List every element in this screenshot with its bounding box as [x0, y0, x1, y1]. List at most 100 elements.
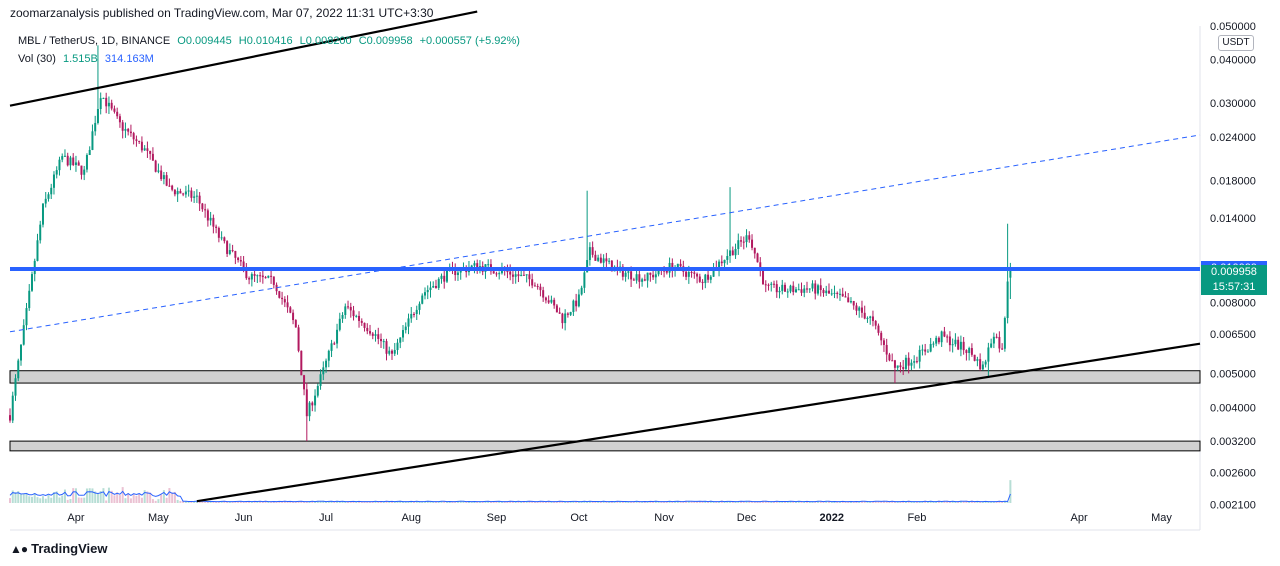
candle-body: [610, 260, 613, 272]
x-tick-label: Jul: [319, 512, 333, 524]
volume-bar: [83, 497, 86, 503]
volume-bar: [855, 501, 858, 503]
symbol-legend: MBL / TetherUS, 1D, BINANCE O0.009445 H0…: [18, 35, 524, 47]
candle-body: [957, 339, 960, 350]
candle-body: [784, 284, 787, 292]
candle-body: [954, 339, 957, 345]
trendline-1: [9, 10, 478, 107]
volume-bar: [316, 500, 319, 503]
volume-bar: [396, 501, 399, 503]
candle-body: [286, 302, 289, 308]
candle-body: [896, 365, 899, 368]
candle-body: [926, 351, 929, 353]
candle-body: [805, 288, 808, 290]
candle-body: [627, 271, 630, 273]
volume-bar: [39, 498, 42, 503]
volume-bar: [968, 501, 971, 503]
volume-bar: [514, 502, 517, 503]
time-axis[interactable]: Apr May Jun Jul Aug Sep Oct Nov Dec 2022 Feb Apr May: [67, 512, 1172, 524]
volume-bar: [160, 494, 163, 503]
volume-bar: [781, 501, 784, 503]
candle-body: [140, 141, 143, 151]
change-value: +0.000557 (+5.92%): [419, 35, 520, 47]
volume-bar: [423, 501, 426, 503]
candle-body: [638, 274, 641, 282]
volume-bar: [800, 501, 803, 503]
volume-bar: [369, 502, 372, 503]
candle-body: [85, 155, 88, 170]
volume-bar: [226, 502, 229, 503]
candle-body: [539, 286, 542, 291]
volume-bar: [638, 501, 641, 503]
candle-body: [456, 272, 459, 276]
candle-body: [979, 359, 982, 370]
candle-body: [347, 306, 350, 308]
candle-body: [215, 226, 218, 228]
volume-bar: [792, 501, 795, 503]
candle-body: [253, 274, 256, 276]
volume-bar: [338, 501, 341, 503]
candle-body: [308, 402, 311, 417]
candle-body: [28, 290, 31, 309]
volume-bar: [517, 501, 520, 503]
candle-body: [915, 361, 918, 363]
volume-bar: [676, 500, 679, 503]
volume-bar: [520, 502, 523, 503]
volume-bar: [127, 493, 130, 503]
trend-drawings[interactable]: [9, 10, 1201, 503]
volume-bar: [129, 498, 132, 503]
volume-bar: [382, 502, 385, 503]
candle-body: [707, 274, 710, 280]
candle-body: [454, 267, 457, 276]
volume-bar: [374, 501, 377, 503]
volume-bar: [157, 499, 160, 503]
candle-body: [1001, 348, 1004, 350]
y-tick-label: 0.005000: [1210, 369, 1256, 381]
volume-label[interactable]: Vol (30): [18, 53, 56, 65]
volume-bar: [830, 501, 833, 503]
volume-bar: [402, 502, 405, 503]
candle-body: [506, 271, 509, 273]
volume-bar: [80, 497, 83, 503]
candle-body: [517, 274, 520, 277]
candle-body: [764, 284, 767, 286]
candle-body: [995, 336, 998, 338]
candle-body: [1009, 269, 1012, 278]
candle-body: [124, 128, 127, 131]
candle-body: [184, 191, 187, 195]
candle-body: [121, 122, 124, 131]
symbol-name[interactable]: MBL / TetherUS, 1D, BINANCE: [18, 35, 171, 47]
candle-body: [981, 364, 984, 370]
candle-body: [11, 395, 14, 421]
volume-bar: [206, 502, 209, 503]
volume-bar: [217, 502, 220, 503]
volume-bar: [492, 501, 495, 503]
volume-bar: [957, 502, 960, 503]
volume-bar: [107, 487, 110, 503]
volume-bar: [943, 500, 946, 503]
candle-body: [94, 122, 97, 132]
candle-body: [281, 297, 284, 300]
volume-bar: [151, 499, 154, 503]
dashed-channel-line: [9, 134, 1201, 333]
volume-bar: [583, 500, 586, 503]
candle-body: [795, 289, 798, 293]
tradingview-logo[interactable]: ▲● TradingView: [10, 541, 107, 556]
volume-bar: [696, 501, 699, 503]
y-tick-label: 0.002600: [1210, 467, 1256, 479]
candle-body: [525, 274, 528, 276]
candle-body: [643, 279, 646, 281]
currency-badge[interactable]: USDT: [1218, 35, 1254, 51]
volume-bar: [671, 502, 674, 503]
candle-body: [976, 359, 979, 361]
price-axis[interactable]: 0.050000 0.040000 0.030000 0.024000 0.018000…: [1210, 21, 1256, 512]
volume-bar: [646, 502, 649, 503]
candle-body: [325, 360, 328, 368]
candle-body: [858, 307, 861, 311]
volume-bar: [726, 501, 729, 503]
candle-body: [811, 283, 814, 289]
candle-body: [635, 274, 638, 281]
candle-body: [154, 160, 157, 172]
volume-bar: [391, 501, 394, 503]
